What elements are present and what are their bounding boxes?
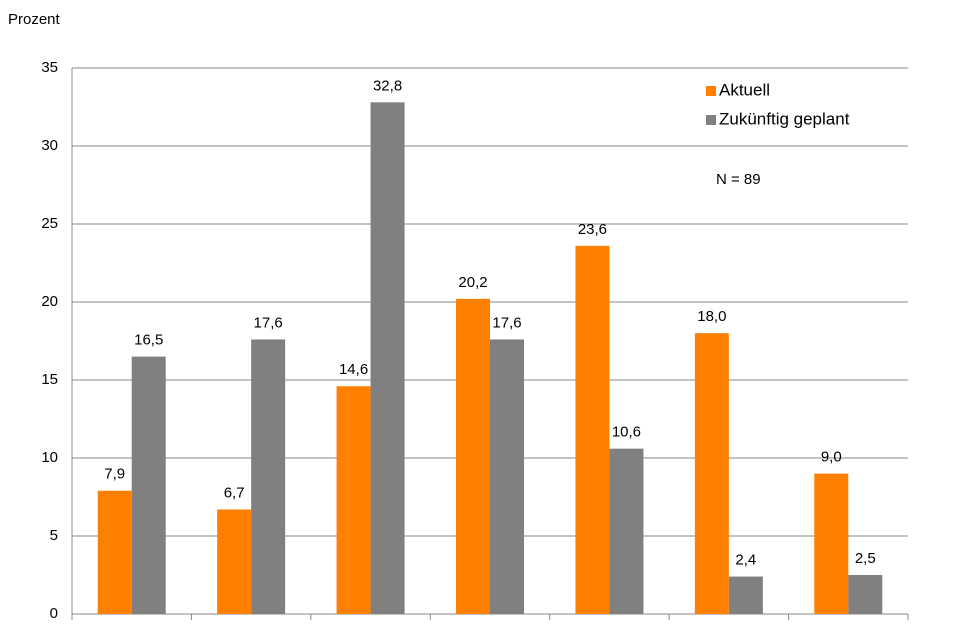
value-label: 7,9 (104, 466, 125, 483)
legend-label: Aktuell (719, 80, 770, 99)
bar (456, 298, 490, 614)
value-label: 2,4 (735, 552, 756, 569)
bar (97, 490, 132, 614)
value-label: 2,5 (855, 550, 876, 567)
y-tick-label: 30 (41, 137, 58, 154)
bar (814, 473, 849, 614)
y-tick-label: 10 (41, 449, 58, 466)
value-label: 17,6 (492, 314, 521, 331)
bar (694, 333, 729, 614)
value-label: 10,6 (612, 424, 641, 441)
bar (251, 339, 286, 614)
bar (609, 448, 644, 614)
value-label: 23,6 (578, 221, 607, 238)
value-label: 14,6 (339, 361, 368, 378)
bar (370, 102, 405, 614)
annotation: N = 89 (716, 171, 761, 188)
bar (575, 245, 610, 614)
y-tick-label: 20 (41, 293, 58, 310)
y-tick-label: 35 (41, 59, 58, 76)
y-tick-label: 0 (50, 605, 58, 622)
value-label: 17,6 (254, 314, 283, 331)
y-axis-label: Prozent (8, 11, 61, 28)
legend-swatch (706, 86, 716, 96)
bar (336, 386, 371, 614)
bar (217, 509, 252, 614)
bar (728, 576, 763, 614)
value-label: 6,7 (224, 484, 245, 501)
y-tick-label: 25 (41, 215, 58, 232)
value-label: 16,5 (134, 332, 163, 349)
bar (490, 339, 524, 614)
legend-swatch (706, 115, 716, 125)
value-label: 18,0 (697, 308, 726, 325)
bar (848, 575, 883, 614)
legend-label: Zukünftig geplant (719, 109, 850, 128)
value-label: 32,8 (373, 77, 402, 94)
bar (131, 356, 166, 614)
y-tick-label: 5 (50, 527, 58, 544)
y-tick-label: 15 (41, 371, 58, 388)
value-label: 9,0 (821, 449, 842, 466)
value-label: 20,2 (458, 274, 487, 291)
